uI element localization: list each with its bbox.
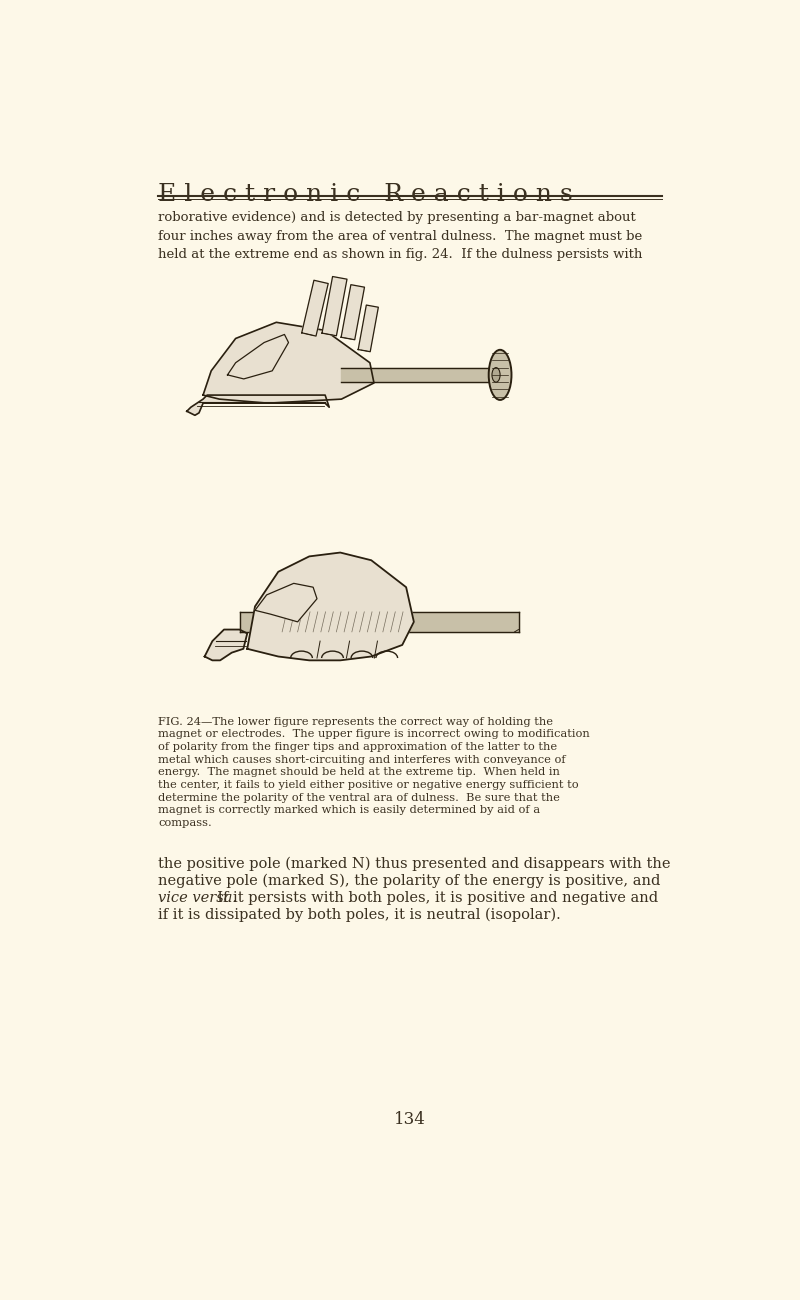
Polygon shape: [358, 306, 378, 352]
Text: If it persists with both poles, it is positive and negative and: If it persists with both poles, it is po…: [209, 891, 658, 905]
Polygon shape: [302, 281, 328, 337]
Text: compass.: compass.: [158, 818, 212, 828]
Polygon shape: [187, 395, 330, 415]
Polygon shape: [205, 629, 247, 660]
Text: determine the polarity of the ventral ara of dulness.  Be sure that the: determine the polarity of the ventral ar…: [158, 793, 560, 803]
Text: the positive pole (marked N) thus presented and disappears with the: the positive pole (marked N) thus presen…: [158, 857, 670, 871]
Text: negative pole (marked S), the polarity of the energy is positive, and: negative pole (marked S), the polarity o…: [158, 874, 661, 888]
Text: if it is dissipated by both poles, it is neutral (isopolar).: if it is dissipated by both poles, it is…: [158, 907, 561, 922]
Polygon shape: [203, 322, 374, 403]
Text: energy.  The magnet should be held at the extreme tip.  When held in: energy. The magnet should be held at the…: [158, 767, 560, 777]
Text: roborative evidence) and is detected by presenting a bar-magnet about
four inche: roborative evidence) and is detected by …: [158, 212, 642, 261]
Polygon shape: [322, 277, 347, 335]
Ellipse shape: [489, 350, 511, 400]
Text: the center, it fails to yield either positive or negative energy sufficient to: the center, it fails to yield either pos…: [158, 780, 578, 790]
Text: vice versa.: vice versa.: [158, 891, 238, 905]
Text: FIG. 24—The lower figure represents the correct way of holding the: FIG. 24—The lower figure represents the …: [158, 716, 553, 727]
Polygon shape: [341, 285, 365, 339]
Text: 134: 134: [394, 1110, 426, 1127]
Polygon shape: [342, 368, 496, 382]
Polygon shape: [255, 584, 317, 621]
Text: magnet or electrodes.  The upper figure is incorrect owing to modification: magnet or electrodes. The upper figure i…: [158, 729, 590, 740]
Polygon shape: [239, 612, 278, 632]
Text: of polarity from the finger tips and approximation of the latter to the: of polarity from the finger tips and app…: [158, 742, 558, 751]
Polygon shape: [402, 612, 518, 632]
Polygon shape: [247, 552, 414, 660]
Ellipse shape: [492, 368, 500, 382]
Text: magnet is correctly marked which is easily determined by aid of a: magnet is correctly marked which is easi…: [158, 806, 540, 815]
Text: E l e c t r o n i c   R e a c t i o n s: E l e c t r o n i c R e a c t i o n s: [158, 183, 573, 205]
Text: metal which causes short-circuiting and interferes with conveyance of: metal which causes short-circuiting and …: [158, 755, 566, 764]
Polygon shape: [227, 334, 289, 378]
